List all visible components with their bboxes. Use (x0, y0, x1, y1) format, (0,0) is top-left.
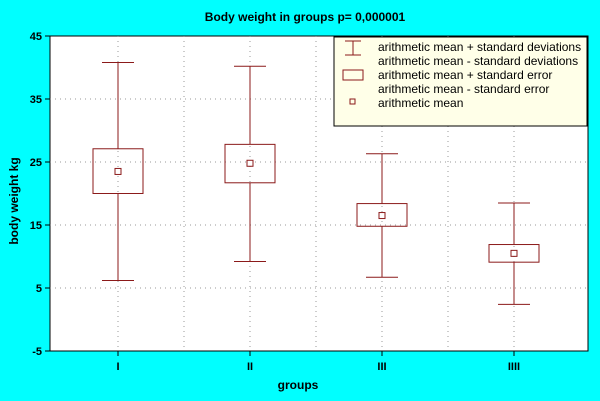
se-box (224, 143, 276, 184)
x-tick-label: II (247, 361, 253, 373)
y-tick-label: 25 (30, 157, 42, 169)
legend: arithmetic mean + standard deviations ar… (333, 36, 588, 127)
legend-entry: arithmetic mean - standard deviations (378, 54, 578, 68)
legend-whisker-symbol (345, 40, 361, 56)
box-group (224, 65, 276, 263)
legend-mean-symbol (349, 98, 356, 105)
mean-marker (246, 159, 254, 167)
mean-marker (114, 167, 122, 175)
y-tick-label: 5 (36, 283, 42, 295)
y-tick-label: 45 (30, 31, 42, 43)
se-box (488, 244, 540, 263)
legend-box (333, 36, 588, 127)
legend-entry: arithmetic mean + standard deviations (378, 40, 581, 54)
y-axis: -5 5 15 25 35 45 (30, 31, 50, 358)
mean-marker (510, 249, 518, 257)
y-axis-label: body weight kg (7, 157, 21, 244)
box-group (488, 202, 540, 305)
y-tick-label: 35 (30, 94, 42, 106)
box-group (356, 153, 408, 278)
x-axis-label: groups (278, 378, 319, 392)
se-box (356, 203, 408, 227)
chart-title: Body weight in groups p= 0,000001 (205, 10, 406, 24)
legend-entry: arithmetic mean - standard error (378, 82, 549, 96)
legend-entry: arithmetic mean + standard error (378, 68, 552, 82)
mean-marker (378, 212, 386, 220)
x-tick-label: III (377, 361, 386, 373)
se-box (92, 148, 144, 195)
boxes (92, 61, 540, 305)
x-tick-label: I (116, 361, 119, 373)
legend-entry: arithmetic mean (378, 96, 463, 110)
y-tick-label: -5 (32, 346, 42, 358)
box-group (92, 61, 144, 281)
x-tick-label: IIII (508, 361, 520, 373)
x-axis: I II III IIII (116, 351, 520, 373)
y-tick-label: 15 (30, 220, 42, 232)
legend-box-symbol (342, 69, 364, 81)
